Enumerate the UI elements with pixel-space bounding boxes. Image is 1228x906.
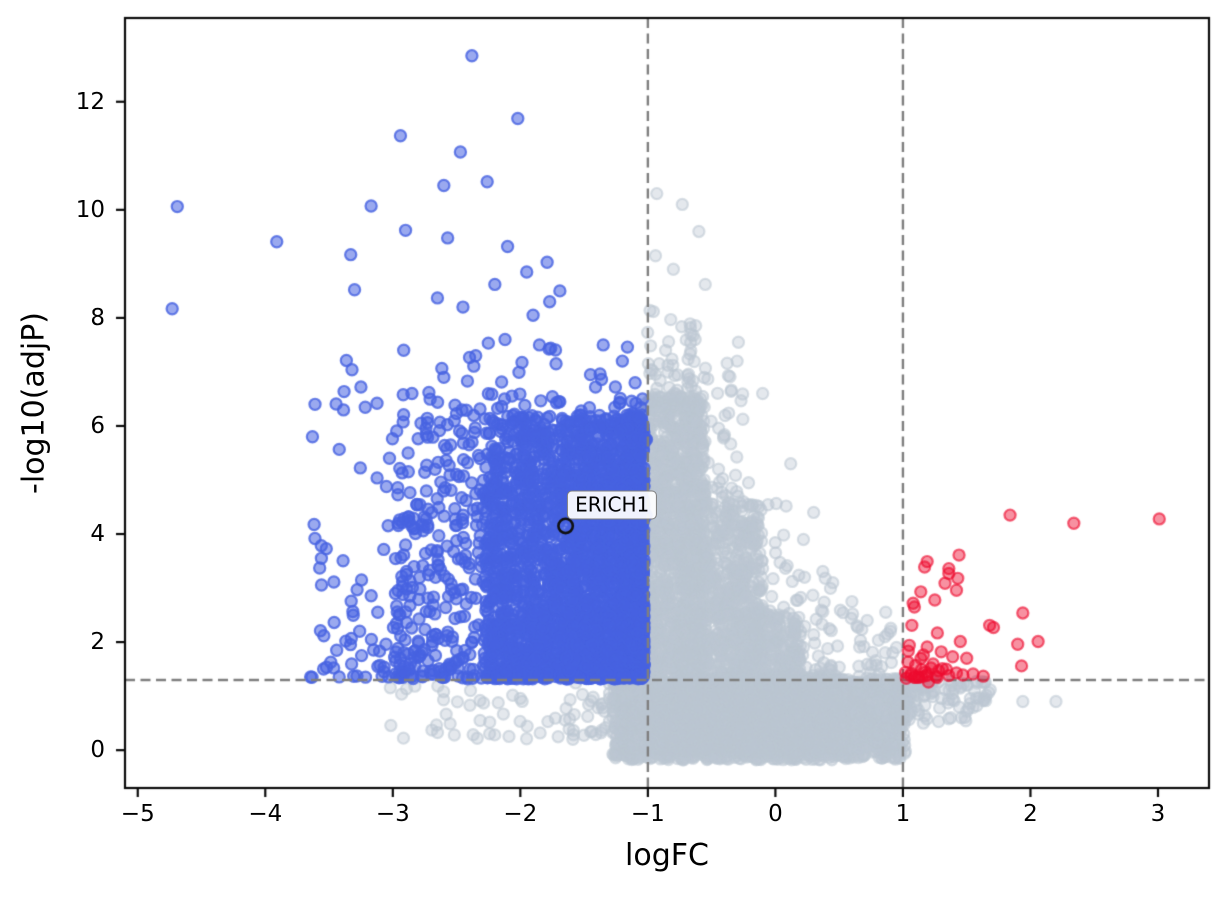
gene-annotation-erich1: ERICH1 [567, 490, 658, 520]
y-axis-label: -log10(adjP) [16, 312, 52, 494]
x-axis-label: logFC [625, 838, 709, 873]
